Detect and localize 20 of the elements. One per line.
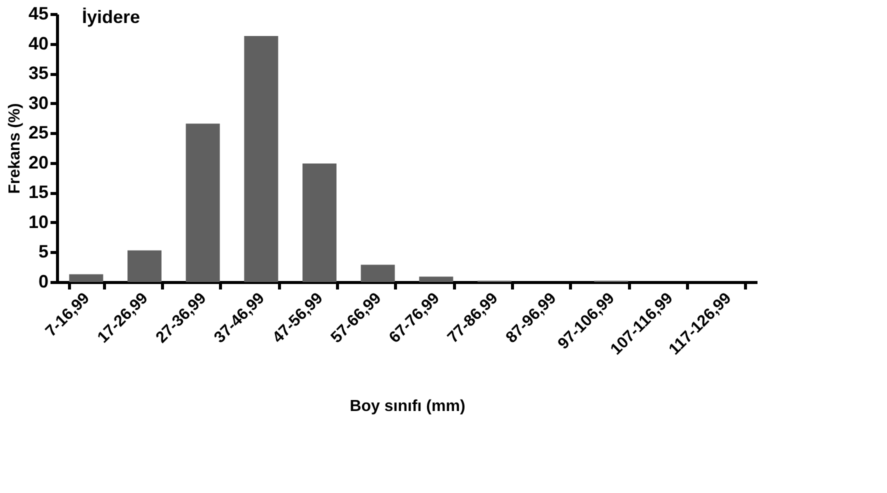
bar: [186, 124, 220, 282]
bar: [302, 163, 336, 282]
y-tick-label: 40: [28, 33, 48, 54]
y-tick-label: 5: [38, 242, 48, 262]
y-tick-label: 30: [28, 92, 48, 113]
bar: [69, 274, 104, 282]
y-tick-label: 35: [28, 63, 48, 84]
y-tick-label: 45: [28, 4, 48, 24]
y-axis-title: Frekans (%): [6, 103, 24, 194]
x-axis-title: Boy sınıfı (mm): [350, 398, 466, 415]
bar: [360, 264, 395, 282]
bar: [419, 276, 454, 282]
y-tick-label: 20: [28, 152, 48, 172]
bar: [244, 36, 278, 282]
y-tick-label: 10: [28, 212, 48, 232]
chart-title: İyidere: [82, 7, 140, 27]
y-tick-label: 0: [38, 272, 48, 292]
bar: [128, 250, 162, 282]
y-tick-label: 25: [28, 122, 48, 143]
y-tick-label: 15: [28, 182, 48, 202]
